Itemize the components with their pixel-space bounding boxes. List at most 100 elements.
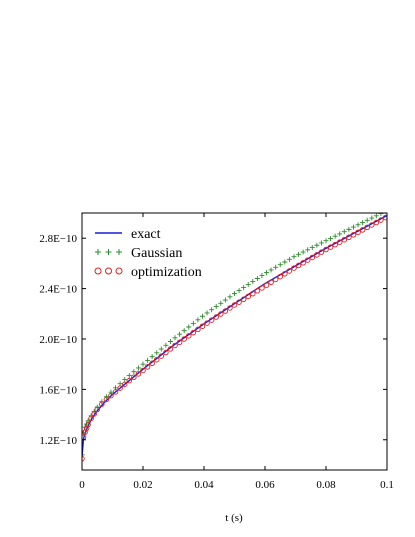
data-point — [158, 346, 164, 352]
data-point — [296, 251, 302, 257]
data-point — [364, 224, 370, 231]
data-point — [318, 249, 325, 255]
data-point — [172, 342, 178, 349]
data-point — [158, 353, 165, 359]
data-point — [272, 276, 279, 283]
legend-label: optimization — [131, 265, 202, 280]
data-point — [245, 282, 251, 288]
data-point — [190, 320, 196, 326]
data-point — [286, 256, 292, 262]
data-point — [360, 220, 366, 226]
data-point — [350, 224, 356, 230]
data-point — [336, 239, 343, 245]
data-point — [121, 381, 128, 388]
data-point — [300, 249, 306, 255]
data-point — [176, 339, 183, 346]
data-point — [364, 217, 370, 223]
data-point — [355, 229, 361, 236]
series-Gaussian — [82, 213, 386, 458]
legend-swatch-marker — [115, 267, 123, 275]
data-point — [135, 365, 141, 371]
y-tick-label: 2.8E−10 — [39, 233, 77, 245]
data-point — [91, 411, 97, 417]
data-point — [350, 232, 357, 238]
data-point — [88, 415, 94, 422]
data-point — [332, 233, 338, 239]
data-point — [167, 339, 173, 344]
y-tick-label: 2.0E−10 — [39, 334, 77, 346]
data-point — [213, 314, 219, 320]
data-point — [337, 231, 343, 237]
data-point — [277, 262, 283, 268]
data-point — [346, 226, 352, 232]
data-point — [341, 229, 347, 235]
data-point — [181, 336, 187, 342]
data-point — [177, 331, 183, 337]
data-point — [209, 307, 215, 313]
data-point — [135, 371, 142, 377]
data-point — [231, 302, 238, 308]
x-axis-label: t (s) — [225, 512, 243, 524]
data-point — [126, 377, 133, 384]
data-point — [195, 317, 201, 323]
data-point — [232, 291, 237, 297]
data-point — [199, 313, 205, 319]
ticks-layer: 0 0.02 0.04 0.06 0.08 0.1 1.2E−10 1.6E−10 2.0E−1… — [39, 213, 394, 491]
data-point — [373, 213, 379, 219]
data-point — [190, 329, 197, 336]
data-point — [117, 385, 123, 391]
data-point — [103, 394, 109, 400]
data-point — [204, 310, 210, 316]
data-point — [149, 354, 155, 360]
data-point — [241, 285, 247, 291]
y-tick-label: 1.2E−10 — [39, 435, 77, 447]
series-line — [82, 214, 387, 458]
data-point — [199, 323, 206, 329]
data-point — [222, 308, 229, 314]
data-point — [359, 227, 366, 233]
data-point — [195, 326, 201, 333]
data-point — [250, 290, 256, 297]
data-point — [208, 317, 215, 323]
legend-swatch-marker — [105, 267, 112, 275]
series-exact — [82, 214, 387, 458]
data-point — [99, 401, 105, 407]
data-point — [122, 377, 128, 383]
data-point — [323, 238, 329, 244]
legend-swatch-marker — [116, 249, 122, 255]
data-point — [144, 364, 151, 370]
data-point — [378, 217, 384, 223]
plot-frame — [81, 212, 388, 471]
data-point — [236, 288, 242, 294]
data-point — [314, 242, 320, 248]
data-point — [103, 396, 110, 403]
data-point — [163, 342, 169, 348]
data-point — [236, 299, 242, 305]
data-point — [181, 328, 187, 334]
data-point — [282, 271, 288, 277]
data-point — [153, 356, 160, 363]
data-point — [286, 268, 293, 274]
data-point — [140, 361, 146, 367]
data-point — [305, 247, 311, 253]
data-point — [369, 215, 375, 221]
data-point — [282, 259, 288, 265]
data-point — [346, 234, 352, 241]
data-point — [254, 288, 261, 294]
data-point — [268, 279, 274, 286]
data-point — [341, 236, 348, 243]
legend: exact Gaussian optimization — [94, 227, 202, 280]
data-point — [172, 335, 178, 341]
x-tick-label: 0 — [79, 479, 85, 491]
data-point — [126, 373, 132, 379]
data-point — [167, 346, 174, 352]
data-point — [140, 367, 146, 374]
data-point — [94, 406, 100, 413]
data-point — [131, 374, 137, 381]
data-point — [131, 369, 137, 375]
data-point — [218, 300, 224, 306]
data-point — [314, 252, 320, 258]
data-point — [323, 246, 329, 253]
data-point — [149, 360, 155, 367]
legend-label: Gaussian — [131, 246, 182, 261]
